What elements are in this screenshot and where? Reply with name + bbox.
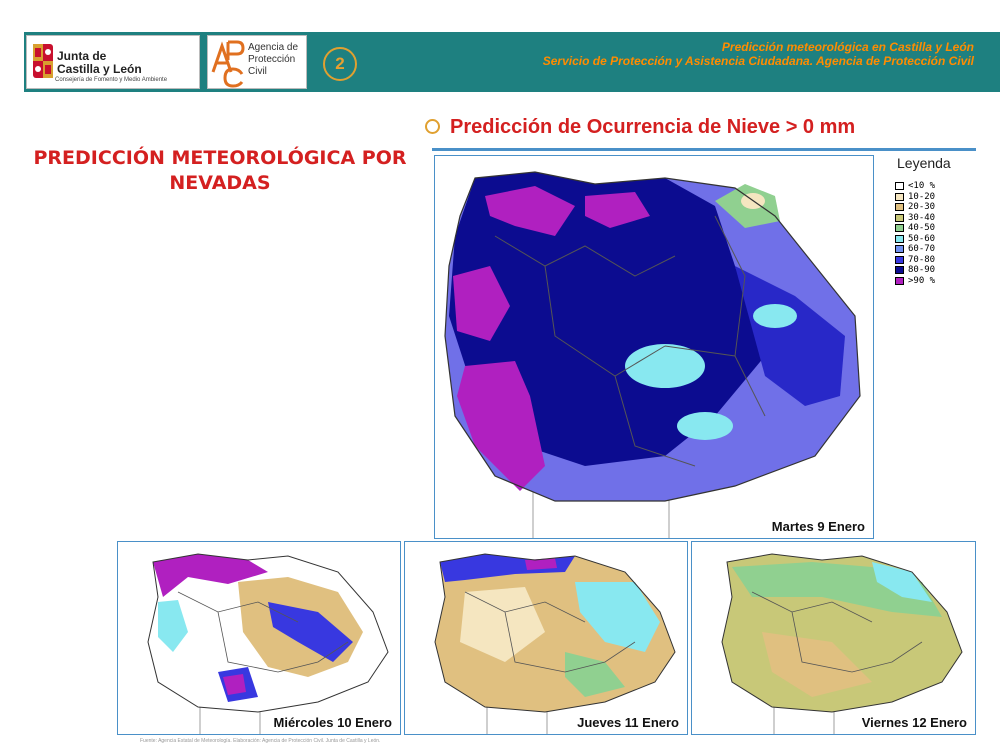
legend-swatch	[895, 245, 904, 254]
legend-swatch	[895, 192, 904, 201]
map-panel-day3: Jueves 11 Enero	[404, 541, 688, 735]
map-date-label-day2: Miércoles 10 Enero	[273, 715, 393, 730]
legend-label: 40-50	[908, 223, 936, 234]
header-title-line2: Servicio de Protección y Asistencia Ciud…	[542, 54, 974, 68]
legend-item: 50-60	[895, 234, 985, 245]
bullet-ring-icon	[425, 119, 440, 134]
junta-castilla-leon-logo: Junta de Castilla y León Consejería de F…	[26, 35, 200, 89]
legend-label: 50-60	[908, 233, 936, 244]
legend-item: 30-40	[895, 213, 985, 224]
legend-swatch	[895, 255, 904, 264]
slide-number-badge: 2	[323, 47, 357, 81]
snow-probability-map-day1	[444, 171, 861, 538]
legend-item: >90 %	[895, 276, 985, 287]
agencia-proteccion-civil-logo: Agencia de Protección Civil	[207, 35, 307, 89]
legend-swatch	[895, 182, 904, 191]
logo-jcyl-line2: Castilla y León	[57, 62, 142, 76]
footnote: Fuente: Agencia Estatal de Meteorología.…	[140, 738, 381, 744]
apc-monogram-icon	[211, 40, 245, 88]
legend-item: <10 %	[895, 181, 985, 192]
legend-swatch	[895, 224, 904, 233]
legend-label: 10-20	[908, 191, 936, 202]
main-map-panel: Martes 9 Enero	[434, 155, 874, 539]
snow-probability-map-day2	[147, 553, 389, 734]
legend-item: 40-50	[895, 223, 985, 234]
legend-item: 10-20	[895, 192, 985, 203]
map-date-label-day3: Jueves 11 Enero	[577, 715, 679, 730]
title-underline	[432, 148, 976, 151]
legend-label: 30-40	[908, 212, 936, 223]
legend-label: >90 %	[908, 275, 936, 286]
legend-swatch	[895, 234, 904, 243]
legend-swatch	[895, 276, 904, 285]
apc-name: Agencia de Protección Civil	[248, 42, 299, 77]
legend-label: 70-80	[908, 254, 936, 265]
header-title-line1: Predicción meteorológica en Castilla y L…	[721, 40, 974, 54]
legend-swatch	[895, 203, 904, 212]
legend: Leyenda <10 % 10-20 20-30 30-40 40-50 50-60 60…	[895, 155, 985, 286]
logo-jcyl-line3: Consejería de Fomento y Medio Ambiente	[55, 77, 168, 83]
legend-items: <10 % 10-20 20-30 30-40 40-50 50-60 60-70 70-80…	[895, 181, 985, 286]
legend-item: 80-90	[895, 265, 985, 276]
coat-of-arms-icon	[33, 44, 53, 78]
legend-item: 70-80	[895, 255, 985, 266]
legend-label: 60-70	[908, 244, 936, 255]
legend-title: Leyenda	[897, 155, 951, 171]
legend-item: 60-70	[895, 244, 985, 255]
map-panel-day4: Viernes 12 Enero	[691, 541, 976, 735]
snow-probability-map-day3	[434, 553, 676, 734]
legend-item: 20-30	[895, 202, 985, 213]
prediction-title: Predicción de Ocurrencia de Nieve > 0 mm	[450, 116, 856, 138]
map-date-label-day4: Viernes 12 Enero	[861, 715, 967, 730]
map-panel-day2: Miércoles 10 Enero	[117, 541, 401, 735]
snow-probability-map-day4	[721, 553, 963, 734]
legend-label: <10 %	[908, 181, 936, 192]
legend-label: 80-90	[908, 265, 936, 276]
logo-jcyl-line1: Junta de	[57, 49, 107, 63]
legend-swatch	[895, 213, 904, 222]
legend-swatch	[895, 266, 904, 275]
map-date-label-day1: Martes 9 Enero	[771, 519, 865, 534]
section-title: PREDICCIÓN METEOROLÓGICA POR NEVADAS	[33, 147, 407, 194]
legend-label: 20-30	[908, 202, 936, 213]
